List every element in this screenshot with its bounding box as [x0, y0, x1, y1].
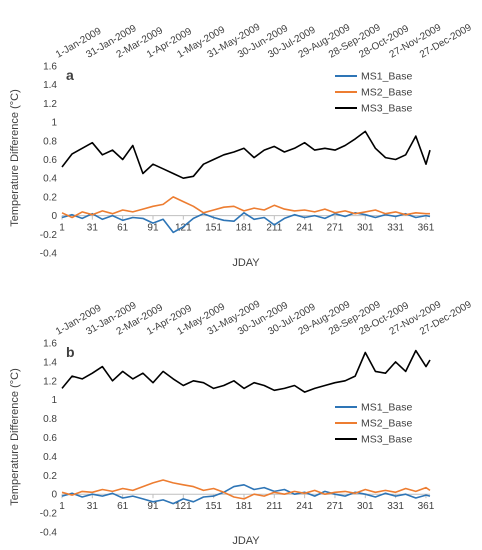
- y-tick-label: 0: [51, 490, 57, 501]
- y-tick-label: 0.4: [43, 174, 57, 185]
- x-tick-label: 361: [418, 501, 435, 512]
- y-tick-label: 0.2: [43, 471, 57, 482]
- y-tick-label: 1.4: [43, 357, 57, 368]
- y-tick-label: 1: [51, 118, 57, 129]
- legend-label: MS1_Base: [361, 402, 413, 414]
- x-tick-label: 241: [296, 223, 313, 234]
- y-tick-label: 0.2: [43, 192, 57, 203]
- y-tick-label: 1.4: [43, 80, 57, 91]
- x-tick-label: 151: [205, 223, 222, 234]
- x-tick-label: 121: [175, 223, 192, 234]
- y-axis-title: Temperature Difference (°C): [9, 368, 21, 505]
- x-tick-label: 121: [175, 501, 192, 512]
- chart-panel-a: -0.4 -0.2 0 0.2 0.4 0.6 0.8 1 1.2 1.4 1.6 1 31 61 91 12…: [9, 21, 474, 269]
- x-tick-label: 91: [147, 501, 159, 512]
- y-tick-label: 0.4: [43, 452, 57, 463]
- x-tick-label: 211: [266, 223, 282, 234]
- y-tick-label: -0.2: [40, 509, 58, 520]
- x-tick-label: 301: [357, 223, 374, 234]
- legend-label: MS3_Base: [361, 103, 413, 115]
- y-tick-label: 1.2: [43, 376, 57, 387]
- x-tick-label: 91: [147, 223, 159, 234]
- x-tick-label: 151: [205, 501, 222, 512]
- y-tick-label: 0.6: [43, 433, 57, 444]
- series-line-ms1-base: [61, 483, 431, 505]
- y-tick-label: 1.2: [43, 99, 57, 110]
- x-tick-label: 241: [296, 501, 313, 512]
- series-line-ms3-base: [61, 130, 431, 179]
- y-tick-label: 1.6: [43, 62, 57, 73]
- x-tick-label: 61: [117, 223, 129, 234]
- x-tick-label: 331: [387, 223, 404, 234]
- y-tick-label: 0.6: [43, 155, 57, 166]
- x-tick-label: 301: [357, 501, 374, 512]
- series-line-ms2-base: [61, 479, 431, 500]
- x-tick-label: 211: [266, 501, 282, 512]
- y-tick-label: -0.4: [40, 249, 58, 260]
- x-tick-label: 181: [236, 223, 253, 234]
- legend-label: MS3_Base: [361, 434, 413, 446]
- panel-label: b: [66, 344, 75, 360]
- x-tick-label: 271: [327, 501, 344, 512]
- x-tick-label: 61: [117, 501, 129, 512]
- x-tick-label: 31: [87, 501, 99, 512]
- y-axis-title: Temperature Difference (°C): [9, 89, 21, 226]
- legend-label: MS2_Base: [361, 87, 413, 99]
- x-tick-label: 181: [236, 501, 253, 512]
- y-tick-label: 0: [51, 211, 57, 222]
- series-line-ms2-base: [61, 196, 430, 219]
- y-tick-label: 0.8: [43, 136, 57, 147]
- x-tick-label: 1: [59, 501, 65, 512]
- y-tick-label: -0.2: [40, 230, 58, 241]
- legend-label: MS2_Base: [361, 418, 413, 430]
- series-line-ms1-base: [61, 212, 431, 234]
- x-axis-title: JDAY: [232, 257, 260, 269]
- x-tick-label: 1: [59, 223, 65, 234]
- panel-label: a: [66, 67, 74, 83]
- y-tick-label: 0.8: [43, 414, 57, 425]
- x-tick-label: 271: [327, 223, 344, 234]
- chart-panel-b: -0.4 -0.2 0 0.2 0.4 0.6 0.8 1 1.2 1.4 1.6 1 31 61 91 12…: [9, 298, 474, 547]
- series-line-ms3-base: [61, 349, 431, 393]
- y-tick-label: 1.6: [43, 339, 57, 350]
- y-tick-label: -0.4: [40, 528, 58, 539]
- x-tick-label: 361: [418, 223, 435, 234]
- x-axis-title: JDAY: [232, 535, 260, 547]
- x-tick-label: 31: [87, 223, 99, 234]
- y-tick-label: 1: [51, 395, 57, 406]
- x-tick-label: 331: [387, 501, 404, 512]
- legend-label: MS1_Base: [361, 71, 413, 83]
